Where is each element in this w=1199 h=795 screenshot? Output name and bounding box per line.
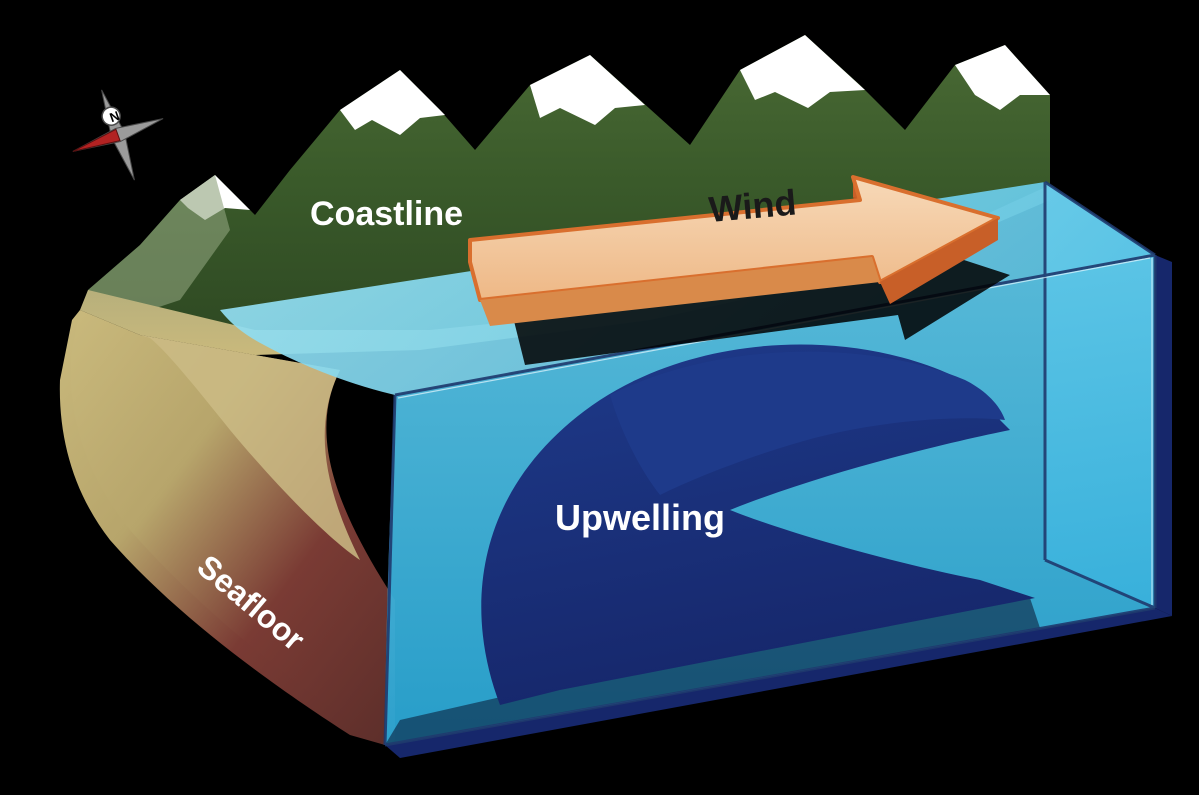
label-coastline: Coastline (310, 195, 463, 233)
label-wind: Wind (707, 181, 798, 229)
compass (56, 73, 179, 196)
upwelling-diagram: Coastline Wind Upwelling Seafloor N (0, 0, 1199, 795)
label-upwelling: Upwelling (555, 497, 725, 538)
